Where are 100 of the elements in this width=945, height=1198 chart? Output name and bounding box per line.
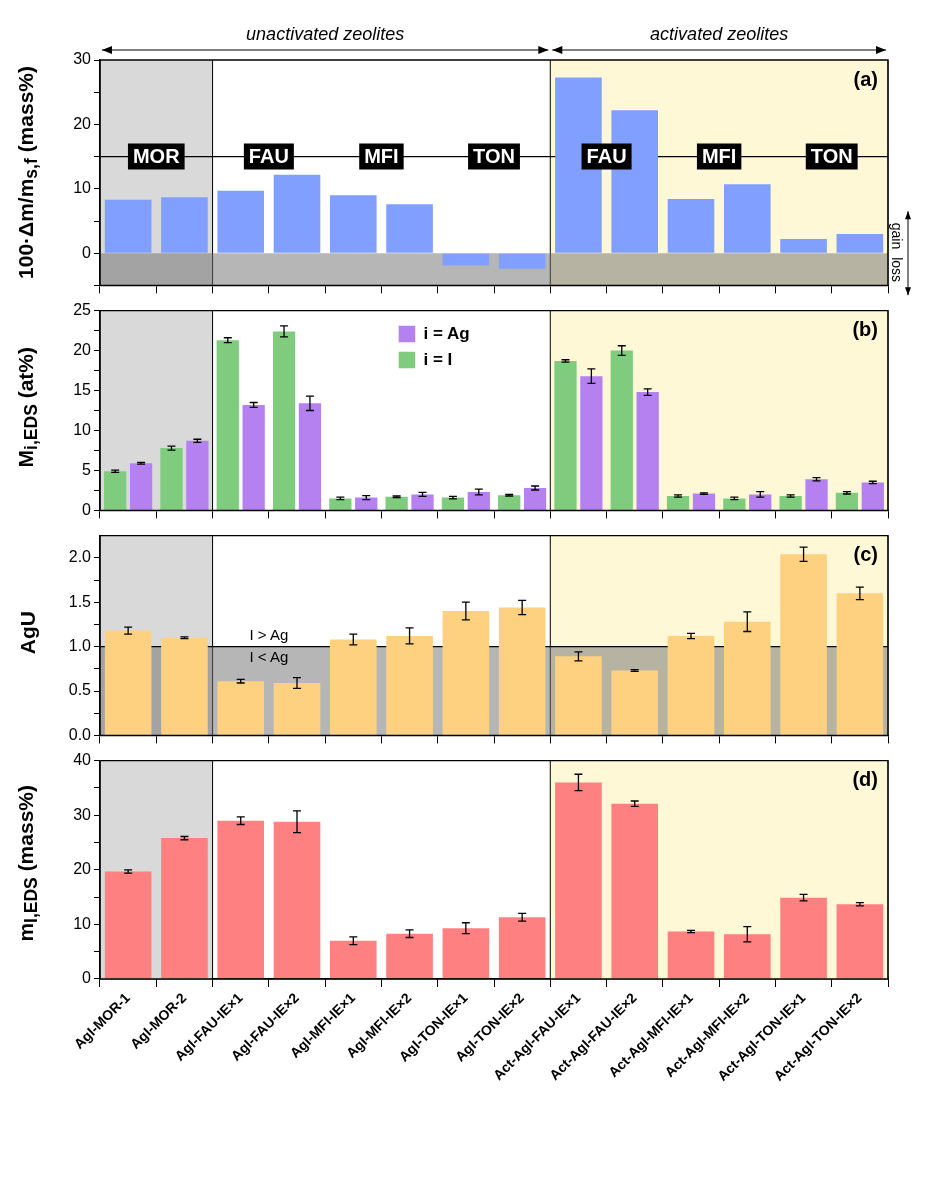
bar	[836, 904, 884, 979]
bar	[160, 448, 183, 510]
bar	[411, 494, 434, 510]
bar	[780, 897, 827, 979]
bar	[217, 820, 265, 979]
y-tick-label: 1.5	[68, 592, 92, 610]
annotation: (a)	[853, 67, 878, 90]
annotation: MOR	[132, 145, 181, 168]
bar	[386, 635, 433, 735]
annotation: (b)	[852, 318, 878, 341]
y-tick-label: 10	[73, 420, 92, 438]
bar	[667, 931, 715, 979]
bar	[467, 492, 490, 510]
y-tick-label: 0.5	[68, 681, 92, 699]
bar	[723, 184, 771, 253]
bar	[273, 821, 321, 979]
bar	[692, 493, 716, 510]
y-tick-label: 30	[73, 805, 92, 823]
bar	[861, 482, 884, 510]
annotation: MFI	[701, 145, 737, 168]
bar	[611, 803, 659, 979]
bar	[273, 174, 321, 253]
bar	[498, 495, 521, 510]
text: gain	[889, 222, 906, 250]
bar	[835, 492, 859, 510]
bar	[442, 611, 490, 735]
bar	[780, 554, 827, 735]
bar	[442, 253, 490, 266]
bar	[298, 403, 322, 510]
bar	[836, 593, 884, 735]
text: loss	[889, 257, 906, 283]
y-axis-title: AgU	[16, 610, 40, 655]
bar	[217, 681, 265, 735]
text: unactivated zeolites	[246, 24, 405, 44]
y-tick-label: 2.0	[68, 548, 92, 566]
bar	[442, 928, 490, 979]
bar	[610, 350, 633, 510]
bar	[272, 331, 296, 510]
bar	[779, 496, 802, 510]
bar	[498, 607, 546, 735]
bar	[329, 195, 377, 253]
bar	[329, 498, 352, 510]
y-tick-label: 10	[73, 914, 92, 932]
bar	[161, 637, 208, 735]
bar	[836, 233, 884, 253]
bar	[129, 463, 153, 510]
bar	[667, 635, 715, 735]
annotation: FAU	[248, 145, 289, 168]
bar	[498, 917, 546, 979]
bar	[161, 838, 208, 979]
bar	[329, 940, 377, 979]
bar	[636, 392, 659, 510]
bar	[104, 630, 152, 735]
annotation: TON	[810, 145, 853, 168]
bar	[580, 376, 603, 510]
annotation: TON	[473, 145, 515, 168]
bar	[749, 494, 772, 510]
annotation: MFI	[364, 145, 399, 168]
y-tick-label: 10	[73, 179, 92, 197]
bar	[554, 360, 577, 510]
bar	[611, 670, 659, 735]
y-tick-label: 0.0	[68, 725, 92, 743]
annotation: I > Ag	[249, 626, 289, 644]
y-tick-label: 30	[73, 50, 92, 68]
bar	[386, 933, 433, 979]
annotation: (d)	[852, 768, 878, 791]
bar	[186, 440, 209, 510]
bar	[161, 197, 208, 253]
bar	[104, 471, 127, 510]
y-tick-label: 20	[73, 114, 92, 132]
y-tick-label: 20	[73, 860, 92, 878]
legend-label: i = I	[423, 350, 453, 370]
y-tick-label: 0	[82, 243, 92, 261]
annotation: I < Ag	[249, 648, 289, 666]
bar	[555, 782, 602, 979]
y-tick-label: 0	[82, 500, 92, 518]
bar	[104, 871, 152, 979]
bar	[666, 496, 690, 510]
bar	[805, 479, 828, 510]
annotation: (c)	[853, 543, 878, 566]
bar	[273, 683, 321, 735]
bar	[523, 488, 547, 510]
bar	[216, 340, 239, 510]
bar	[385, 496, 408, 510]
y-tick-label: 40	[73, 751, 92, 769]
annotation: FAU	[586, 145, 627, 168]
bar	[723, 621, 771, 735]
bar	[217, 190, 265, 253]
bar	[104, 199, 152, 253]
bar	[667, 199, 715, 253]
bar	[441, 497, 465, 510]
bar	[780, 239, 827, 253]
y-tick-label: 25	[73, 301, 92, 319]
y-tick-label: 0	[82, 969, 92, 987]
bar	[329, 639, 377, 735]
y-tick-label: 5	[82, 460, 92, 478]
y-tick-label: 20	[73, 340, 92, 358]
bar	[723, 934, 771, 979]
bar	[242, 404, 265, 510]
legend-label: i = Ag	[423, 324, 470, 344]
